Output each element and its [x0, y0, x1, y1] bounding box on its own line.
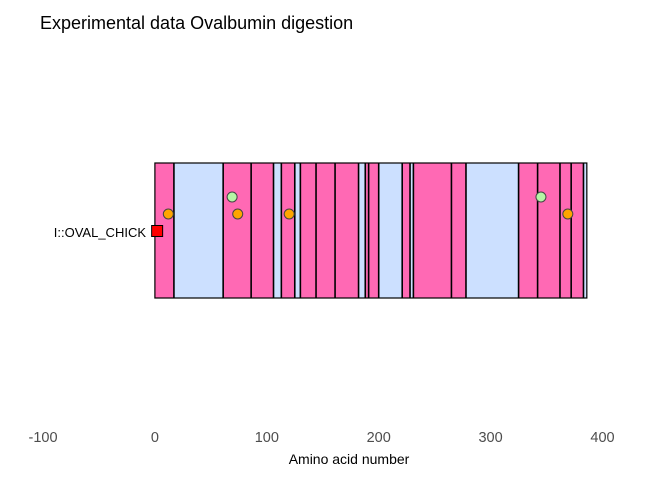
- segment-bar: [281, 163, 295, 298]
- segment-bar: [358, 163, 366, 298]
- segment-bar: [410, 163, 414, 298]
- segment-bar: [300, 163, 317, 298]
- site-marker: [562, 208, 574, 220]
- segments-layer: [154, 163, 587, 298]
- segment-bar: [294, 163, 301, 298]
- segment-bar: [368, 163, 379, 298]
- x-tick-label: 100: [255, 430, 279, 446]
- segment-bar: [465, 163, 519, 298]
- dividers-layer: [173, 163, 585, 298]
- segment-bar: [571, 163, 584, 298]
- segment-bar: [583, 163, 587, 298]
- site-marker: [162, 208, 174, 220]
- x-tick-label: 200: [367, 430, 391, 446]
- protein-label: I::OVAL_CHICK: [54, 225, 147, 240]
- segment-bar: [316, 163, 336, 298]
- site-marker: [226, 191, 238, 203]
- segment-bar: [402, 163, 411, 298]
- segment-bar: [451, 163, 466, 298]
- segment-bar: [154, 163, 174, 298]
- x-tick-label: -100: [28, 430, 57, 446]
- segment-bar: [413, 163, 452, 298]
- segment-bar: [518, 163, 538, 298]
- segment-bar: [537, 163, 560, 298]
- markers-layer: [151, 191, 574, 237]
- segment-bar: [223, 163, 252, 298]
- segment-bar: [273, 163, 282, 298]
- x-axis-title: Amino acid number: [289, 451, 410, 467]
- site-marker: [535, 191, 547, 203]
- segment-bar: [559, 163, 572, 298]
- segment-bar: [335, 163, 359, 298]
- start-marker: [151, 225, 164, 237]
- segment-bar: [173, 163, 224, 298]
- site-marker: [283, 208, 295, 220]
- chart-title: Experimental data Ovalbumin digestion: [40, 13, 353, 33]
- x-tick-label: 300: [478, 430, 502, 446]
- segment-bar: [365, 163, 369, 298]
- site-marker: [232, 208, 244, 220]
- x-axis-ticks: -100 0 100 200 300 400: [28, 430, 614, 446]
- x-tick-label: 400: [590, 430, 614, 446]
- segment-bar: [378, 163, 403, 298]
- x-tick-label: 0: [151, 430, 159, 446]
- segment-bar: [251, 163, 274, 298]
